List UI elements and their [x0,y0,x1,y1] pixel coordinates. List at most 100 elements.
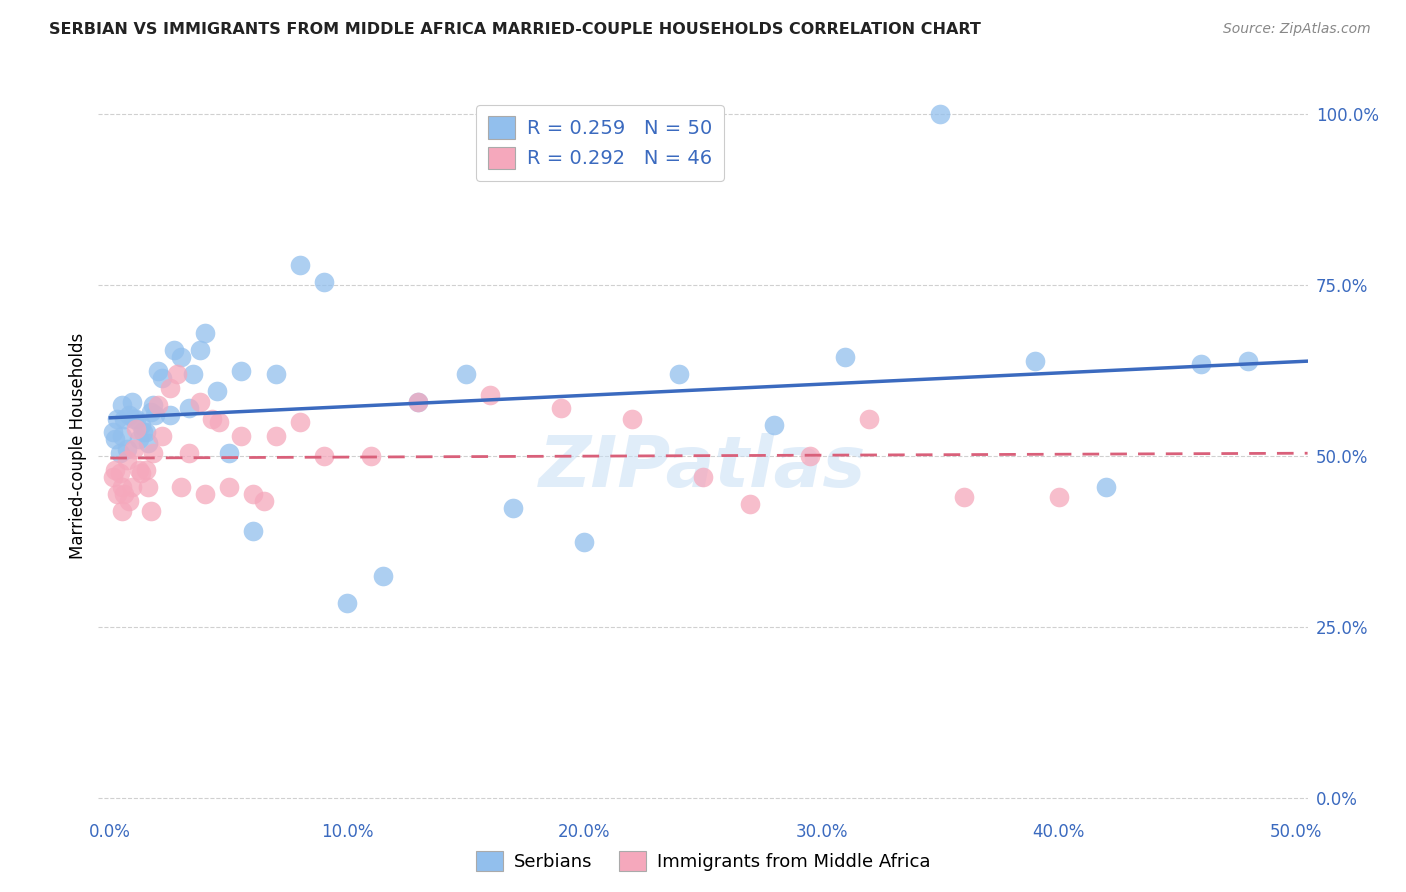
Point [408,394,430,409]
Point [834,350,856,364]
Point [114,487,136,501]
Point [242,487,264,501]
Point [190,394,212,409]
Point [142,398,165,412]
Point [620,411,643,425]
Point [574,534,596,549]
Point [253,493,276,508]
Point [181,368,204,382]
Point [205,384,228,399]
Text: Source: ZipAtlas.com: Source: ZipAtlas.com [1223,22,1371,37]
Point [115,442,138,457]
Point [190,343,212,358]
Point [229,429,252,443]
Point [218,446,240,460]
Point [242,524,264,539]
Point [218,480,240,494]
Point [139,405,162,419]
Point [128,463,150,477]
Text: ZIPatlas: ZIPatlas [540,434,866,502]
Point [135,463,157,477]
Point [668,368,690,382]
Point [125,411,148,425]
Text: SERBIAN VS IMMIGRANTS FROM MIDDLE AFRICA MARRIED-COUPLE HOUSEHOLDS CORRELATION C: SERBIAN VS IMMIGRANTS FROM MIDDLE AFRICA… [49,22,981,37]
Point [108,467,131,481]
Point [371,569,394,583]
Point [929,107,952,121]
Y-axis label: Married-couple Households: Married-couple Households [69,333,87,559]
Point [136,435,159,450]
Point [121,480,143,494]
Point [118,493,141,508]
Point [478,388,501,402]
Point [136,480,159,494]
Point [952,490,974,504]
Point [740,497,762,511]
Point [360,449,382,463]
Point [146,398,169,412]
Point [159,381,181,395]
Point [177,401,200,416]
Point [132,425,155,440]
Point [858,411,880,425]
Point [229,364,252,378]
Point [1024,353,1046,368]
Point [264,429,287,443]
Point [139,504,162,518]
Point [105,411,128,425]
Point [125,422,148,436]
Point [135,425,157,440]
Point [502,500,524,515]
Point [408,394,430,409]
Point [454,368,477,382]
Point [312,275,335,289]
Point [101,469,124,483]
Point [166,368,188,382]
Point [170,350,193,364]
Point [799,449,821,463]
Point [111,398,134,412]
Point [550,401,572,416]
Point [115,452,138,467]
Point [288,258,311,272]
Point [1095,480,1118,494]
Point [146,364,169,378]
Point [121,394,143,409]
Point [159,409,181,423]
Point [152,370,174,384]
Point [142,446,165,460]
Point [194,326,217,341]
Point [763,418,786,433]
Point [152,429,174,443]
Point [104,432,127,446]
Point [170,480,193,494]
Point [128,432,150,446]
Point [114,411,136,425]
Point [105,487,128,501]
Point [129,418,152,433]
Point [122,411,145,425]
Point [111,429,134,443]
Point [122,442,145,457]
Point [108,446,131,460]
Point [288,415,311,429]
Point [104,463,127,477]
Point [692,469,714,483]
Point [163,343,186,358]
Legend: Serbians, Immigrants from Middle Africa: Serbians, Immigrants from Middle Africa [468,844,938,879]
Point [264,368,287,382]
Point [129,467,152,481]
Point [201,411,224,425]
Point [1237,353,1260,368]
Point [1047,490,1070,504]
Point [177,446,200,460]
Point [101,425,124,440]
Point [312,449,335,463]
Legend: R = 0.259   N = 50, R = 0.292   N = 46: R = 0.259 N = 50, R = 0.292 N = 46 [477,104,724,181]
Point [208,415,231,429]
Point [1189,357,1212,371]
Point [118,409,141,423]
Point [111,504,134,518]
Point [143,409,166,423]
Point [336,596,359,610]
